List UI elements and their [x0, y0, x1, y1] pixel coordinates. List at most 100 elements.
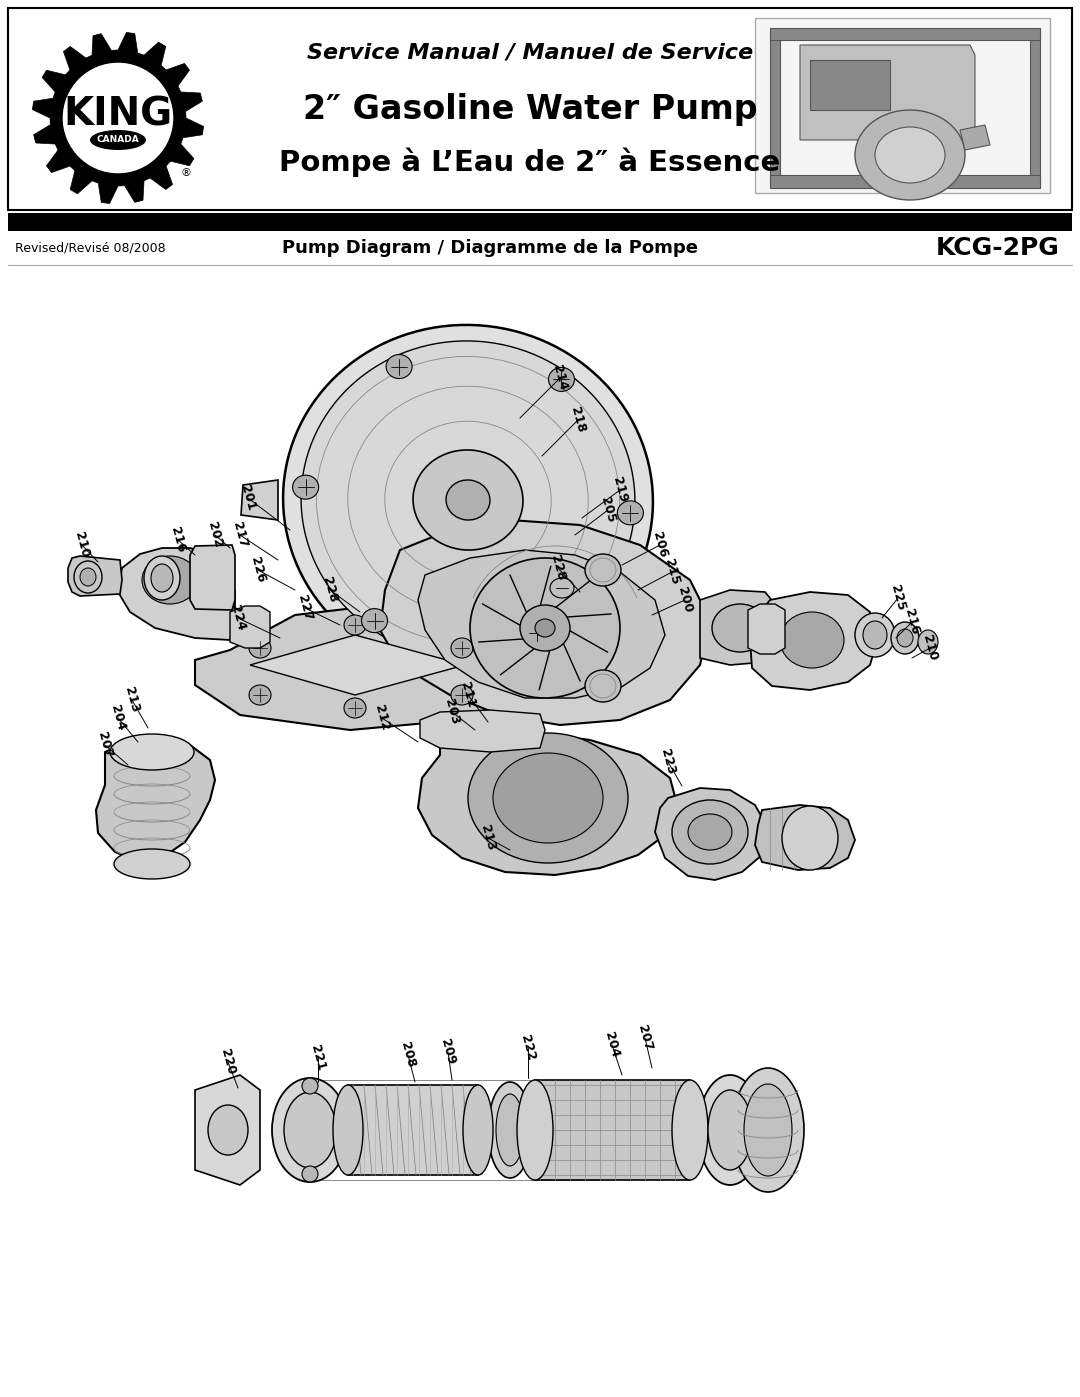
Text: 227: 227 — [295, 594, 314, 622]
Text: 218: 218 — [568, 405, 588, 434]
Polygon shape — [32, 32, 204, 204]
Text: 203: 203 — [443, 697, 461, 726]
Ellipse shape — [468, 733, 627, 863]
Text: 204: 204 — [603, 1031, 622, 1059]
Text: 201: 201 — [239, 483, 258, 513]
Polygon shape — [770, 29, 780, 184]
Polygon shape — [654, 788, 768, 880]
Ellipse shape — [488, 1083, 532, 1178]
Text: 217: 217 — [230, 521, 249, 549]
Ellipse shape — [897, 629, 913, 647]
Text: 212: 212 — [373, 704, 392, 732]
Ellipse shape — [487, 574, 603, 682]
Text: 207: 207 — [635, 1024, 654, 1052]
Ellipse shape — [75, 562, 102, 592]
Ellipse shape — [345, 615, 366, 636]
Ellipse shape — [712, 604, 768, 652]
Text: 210: 210 — [920, 634, 940, 662]
Text: Service Manual / Manuel de Service: Service Manual / Manuel de Service — [307, 42, 753, 61]
Text: 210: 210 — [72, 531, 92, 559]
Text: KCG-2PG: KCG-2PG — [936, 236, 1059, 260]
Ellipse shape — [732, 1067, 804, 1192]
Ellipse shape — [470, 557, 620, 698]
Polygon shape — [68, 556, 122, 597]
Ellipse shape — [517, 1080, 553, 1180]
Polygon shape — [960, 124, 990, 149]
Polygon shape — [249, 636, 465, 694]
Ellipse shape — [618, 502, 644, 525]
Ellipse shape — [284, 1092, 336, 1168]
Text: 200: 200 — [675, 585, 694, 615]
Text: 221: 221 — [308, 1044, 327, 1073]
Ellipse shape — [114, 849, 190, 879]
Text: Pompe à L’Eau de 2″ à Essence: Pompe à L’Eau de 2″ à Essence — [280, 147, 781, 177]
Text: 209: 209 — [438, 1038, 458, 1066]
Ellipse shape — [855, 613, 895, 657]
Ellipse shape — [585, 671, 621, 701]
Ellipse shape — [744, 1084, 792, 1176]
Ellipse shape — [780, 612, 843, 668]
Polygon shape — [755, 805, 855, 870]
Text: 219: 219 — [610, 476, 630, 504]
Text: 216: 216 — [903, 608, 921, 636]
Ellipse shape — [519, 605, 570, 651]
Ellipse shape — [151, 564, 173, 592]
Polygon shape — [241, 481, 278, 520]
Ellipse shape — [918, 630, 939, 654]
Ellipse shape — [550, 578, 573, 598]
Text: 208: 208 — [399, 1041, 418, 1069]
Ellipse shape — [293, 475, 319, 499]
Ellipse shape — [463, 1085, 492, 1175]
Bar — [535, 1080, 690, 1180]
Ellipse shape — [208, 1105, 248, 1155]
Ellipse shape — [272, 1078, 348, 1182]
Text: ®: ® — [180, 168, 191, 177]
Ellipse shape — [345, 698, 366, 718]
Polygon shape — [418, 725, 678, 875]
Text: Revised/Revisé 08/2008: Revised/Revisé 08/2008 — [15, 242, 165, 254]
Ellipse shape — [585, 555, 621, 585]
Polygon shape — [770, 175, 1040, 189]
Text: 226: 226 — [248, 556, 268, 584]
Text: 2″ Gasoline Water Pump: 2″ Gasoline Water Pump — [302, 94, 757, 127]
Bar — [348, 1085, 478, 1175]
Text: 213: 213 — [122, 686, 141, 714]
Ellipse shape — [451, 685, 473, 705]
Polygon shape — [1030, 29, 1040, 184]
Ellipse shape — [302, 1166, 318, 1182]
Ellipse shape — [863, 622, 887, 650]
Ellipse shape — [62, 61, 174, 175]
Polygon shape — [195, 605, 519, 731]
Ellipse shape — [141, 556, 198, 604]
Ellipse shape — [249, 685, 271, 705]
Text: 211: 211 — [458, 680, 477, 710]
Ellipse shape — [362, 609, 388, 633]
Polygon shape — [418, 550, 665, 698]
Ellipse shape — [492, 753, 603, 842]
Text: CANADA: CANADA — [96, 136, 139, 144]
Ellipse shape — [302, 1078, 318, 1094]
Polygon shape — [230, 606, 270, 648]
Polygon shape — [96, 738, 215, 862]
Ellipse shape — [698, 1076, 762, 1185]
Ellipse shape — [535, 619, 555, 637]
Bar — [8, 8, 1072, 210]
Ellipse shape — [855, 110, 966, 200]
Text: Pump Diagram / Diagramme de la Pompe: Pump Diagram / Diagramme de la Pompe — [282, 239, 698, 257]
Text: 206: 206 — [650, 531, 670, 559]
Text: 204: 204 — [108, 704, 127, 732]
Ellipse shape — [688, 814, 732, 849]
Ellipse shape — [90, 130, 146, 149]
Ellipse shape — [782, 806, 838, 870]
Polygon shape — [748, 604, 785, 654]
Polygon shape — [420, 710, 545, 752]
Ellipse shape — [110, 733, 194, 770]
Polygon shape — [118, 548, 235, 640]
Text: 223: 223 — [659, 747, 677, 777]
Polygon shape — [750, 592, 878, 690]
Ellipse shape — [524, 622, 550, 645]
Ellipse shape — [80, 569, 96, 585]
Bar — [755, 18, 1050, 193]
Ellipse shape — [301, 341, 635, 659]
Polygon shape — [800, 45, 975, 140]
